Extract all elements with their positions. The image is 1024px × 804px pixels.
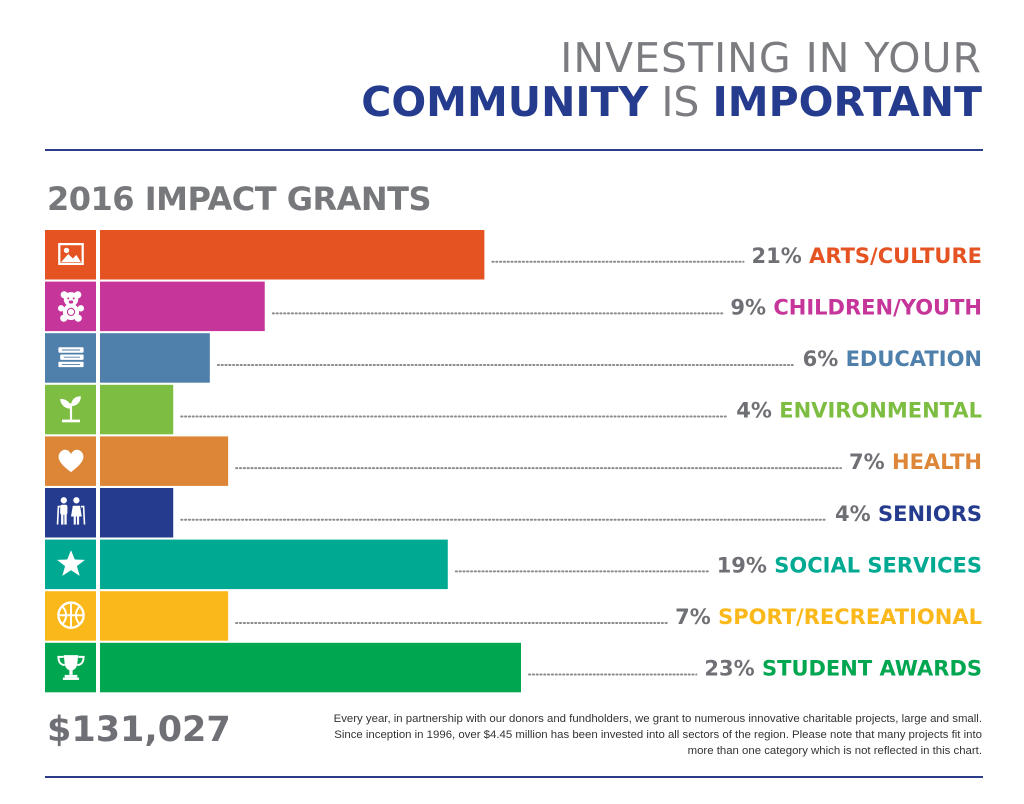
value-label: 21% bbox=[752, 244, 810, 268]
category-label: SENIORS bbox=[878, 502, 982, 526]
bar-social-services bbox=[100, 539, 448, 590]
category-label: ARTS/CULTURE bbox=[809, 244, 982, 268]
value-label: 4% bbox=[835, 502, 878, 526]
value-label: 9% bbox=[730, 295, 773, 319]
category-label: ENVIRONMENTAL bbox=[779, 399, 982, 423]
headline-word-community: COMMUNITY bbox=[361, 78, 649, 126]
value-label: 23% bbox=[704, 657, 762, 681]
value-label: 19% bbox=[717, 553, 775, 577]
category-label: SPORT/RECREATIONAL bbox=[718, 605, 982, 629]
category-label: STUDENT AWARDS bbox=[762, 657, 982, 681]
bar-arts-culture bbox=[100, 230, 485, 280]
bar-sport-recreational bbox=[100, 591, 229, 641]
headline-word-is: IS bbox=[661, 78, 700, 126]
bar-label-children-youth: 9% CHILDREN/YOUTH bbox=[730, 295, 982, 319]
icon-tile-seniors bbox=[45, 488, 96, 538]
bar-label-social-services: 19% SOCIAL SERVICES bbox=[717, 553, 982, 577]
headline-line-1: INVESTING IN YOUR bbox=[560, 34, 982, 82]
bar-children-youth bbox=[100, 281, 265, 332]
headline-word-important: IMPORTANT bbox=[712, 78, 982, 126]
icon-tile-arts-culture bbox=[45, 230, 96, 280]
bar-education bbox=[100, 333, 210, 383]
bar-label-student-awards: 23% STUDENT AWARDS bbox=[704, 657, 982, 681]
bar-label-arts-culture: 21% ARTS/CULTURE bbox=[752, 244, 982, 268]
value-label: 4% bbox=[736, 399, 779, 423]
bottom-divider bbox=[45, 776, 983, 778]
bar-student-awards bbox=[100, 642, 521, 693]
value-label: 6% bbox=[803, 347, 846, 371]
value-label: 7% bbox=[849, 450, 892, 474]
headline-line-2: COMMUNITY IS IMPORTANT bbox=[361, 82, 982, 123]
basketball-icon bbox=[57, 601, 85, 630]
books-icon bbox=[57, 346, 85, 368]
bar-environmental bbox=[100, 384, 174, 435]
teddy-bear-icon bbox=[57, 290, 85, 323]
category-label: EDUCATION bbox=[846, 347, 982, 371]
category-label: SOCIAL SERVICES bbox=[774, 553, 982, 577]
chart-title: 2016 IMPACT GRANTS bbox=[47, 180, 432, 218]
value-label: 7% bbox=[675, 605, 718, 629]
total-amount: $131,027 bbox=[47, 710, 231, 750]
bar-label-health: 7% HEALTH bbox=[849, 450, 982, 474]
bar-seniors bbox=[100, 488, 174, 538]
bar-health bbox=[100, 436, 229, 486]
bar-label-sport-recreational: 7% SPORT/RECREATIONAL bbox=[675, 605, 982, 629]
top-divider bbox=[45, 149, 983, 151]
bar-label-education: 6% EDUCATION bbox=[803, 347, 982, 371]
category-label: CHILDREN/YOUTH bbox=[773, 295, 982, 319]
bar-label-environmental: 4% ENVIRONMENTAL bbox=[736, 399, 982, 423]
bar-label-seniors: 4% SENIORS bbox=[835, 502, 982, 526]
category-label: HEALTH bbox=[892, 450, 982, 474]
footnote-text: Every year, in partnership with our dono… bbox=[333, 713, 982, 757]
